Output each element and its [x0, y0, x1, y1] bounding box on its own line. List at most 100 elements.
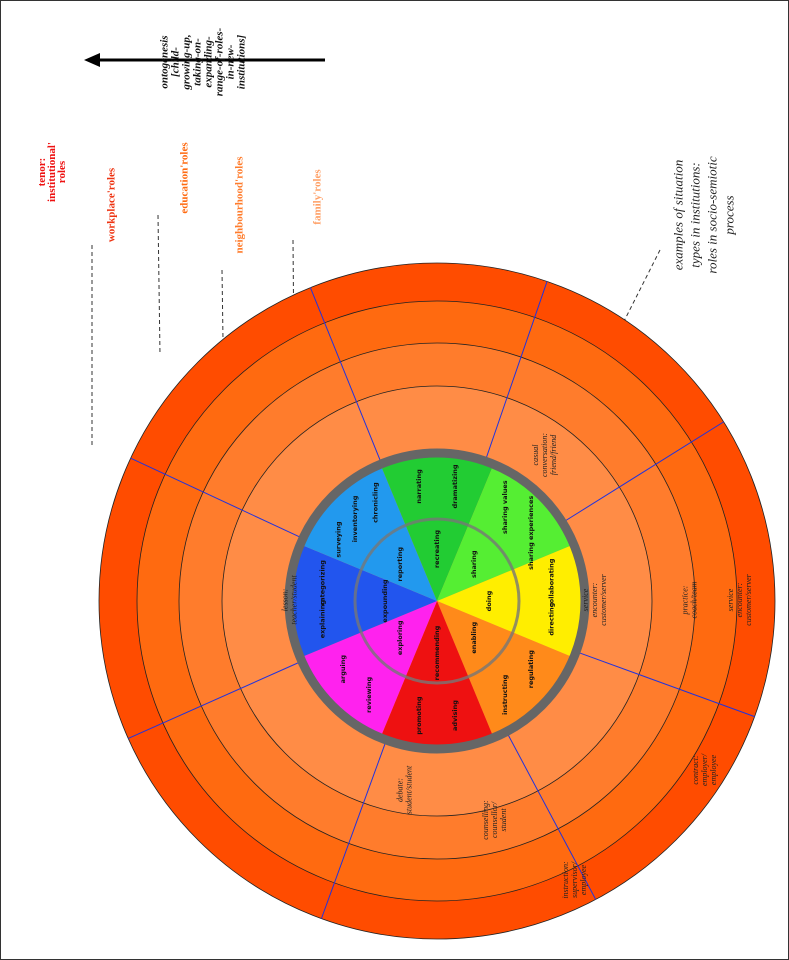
note-label-line: types in institutions: [687, 162, 702, 267]
situation-line: counselling: [481, 800, 490, 840]
note-label-line: roles in socio-semiotic [704, 156, 719, 273]
sector-line [563, 421, 724, 522]
outer-label: narrating [415, 469, 423, 504]
situation-line: service [581, 588, 590, 611]
outer-label: collaborating [548, 558, 556, 607]
sector-line [320, 741, 387, 919]
sector [290, 545, 437, 657]
sector-line [130, 457, 302, 539]
situation-line: debate: [395, 778, 404, 802]
ontogenesis-label-line: growing-up, [180, 34, 192, 90]
situation: serviceencounter:customer/server [581, 573, 608, 625]
situation-line: student/student [404, 765, 413, 814]
situation-line: instruction: [561, 861, 570, 899]
situation: lesson:teacher/student [280, 575, 298, 625]
sector-line [577, 651, 755, 718]
situation-line: employer/ [700, 753, 709, 786]
situation-line: service [726, 588, 735, 611]
situation-line: casual [531, 444, 540, 466]
sector-line [485, 281, 548, 460]
outer-label: dramatizing [451, 464, 459, 508]
ontogenesis-label-line: ontogenesis [158, 35, 170, 88]
situation: serviceencounter:customer/server [726, 573, 753, 625]
tenor-label-line: tenor: [36, 158, 48, 187]
outer-label: chronicling [372, 482, 380, 523]
outer-label: categorizing [318, 560, 326, 606]
situation-line: coach/team [689, 581, 698, 618]
outer-label: instructing [501, 674, 509, 714]
inner-ring [353, 517, 521, 685]
ontogenesis-label-line: in-new- [224, 44, 236, 79]
ring-label: neighbourhood'roles [234, 156, 246, 254]
situation-line: customer/server [744, 573, 753, 625]
tenor-label-line: institutional' [46, 142, 58, 202]
outer-label: explaining [318, 600, 326, 639]
sector [302, 466, 437, 601]
inner-label: recreating [433, 530, 441, 568]
ontogenesis-label-line: institutions] [235, 34, 247, 89]
outer-label: advising [451, 700, 459, 731]
situation: casualconversation:friend/friend [531, 433, 558, 477]
outer-label: reviewing [365, 677, 373, 713]
situation-line: conversation: [540, 433, 549, 477]
inner-label: enabling [470, 622, 478, 654]
inner-label: sharing [470, 550, 478, 578]
outer-label: sharing values [501, 480, 509, 534]
sector [381, 455, 493, 601]
situation: contract:employer/employee [691, 753, 718, 786]
arrow-head [84, 53, 100, 67]
situation-line: contract: [691, 755, 700, 785]
note-label-line: process [721, 195, 736, 235]
ontogenesis-label: ontogenesis[child-growing-up,taking-on-e… [158, 27, 247, 96]
situation: instruction:supervisor/employee [561, 861, 588, 899]
outer-label: directing [548, 602, 556, 635]
inner-label: recommending [433, 625, 441, 680]
situation-line: encounter: [735, 582, 744, 617]
note-label: examples of situation types in institutio… [670, 156, 736, 273]
situation: debate:student/student [395, 765, 413, 814]
situation-line: counsellor/ [490, 801, 499, 838]
ontogenesis-label-line: expanding- [202, 36, 214, 88]
outer-label: surveying [335, 521, 343, 557]
situation-line: lesson: [280, 588, 289, 611]
sector-line [506, 733, 597, 900]
inner-label: exploring [396, 620, 404, 655]
situation-line: friend/friend [549, 434, 558, 475]
inner-label: reporting [396, 547, 404, 582]
situation-line: employee [709, 754, 718, 785]
sector-line [128, 661, 301, 739]
outer-label: arguing [339, 655, 347, 684]
sector [437, 545, 583, 657]
sector-line [309, 287, 382, 463]
sector [302, 601, 437, 736]
ontogenesis-label-line: [child- [169, 47, 181, 77]
situation-line: supervisor/ [570, 861, 579, 898]
situation-line: practice: [680, 585, 689, 615]
situation-line: customer/server [599, 573, 608, 625]
inner-label: doing [485, 590, 493, 611]
ring-label: education'roles [179, 142, 191, 214]
sector [437, 601, 572, 736]
ontogenesis-label-line: range-of-roles- [213, 27, 225, 96]
note-label-line: examples of situation [670, 160, 685, 271]
tenor-label-line: roles [56, 160, 68, 183]
situation: counselling:counsellor/student [481, 800, 508, 840]
outer-label: sharing experiences [527, 496, 535, 570]
sector [381, 601, 493, 747]
situation-line: student [499, 808, 508, 832]
situation-line: employee [579, 864, 588, 895]
ring-label: workplace'roles [106, 167, 118, 242]
outer-label: inventorying [351, 495, 359, 542]
ring-label: family'roles [312, 169, 324, 225]
outer-ring [284, 448, 590, 754]
ontogenesis-label-line: taking-on- [191, 38, 203, 86]
situation-line: teacher/student [289, 575, 298, 625]
tenor-label: tenor:institutional'roles [36, 142, 68, 202]
outer-label: regulating [527, 650, 535, 688]
sector [437, 466, 572, 601]
situation: practice:coach/team [680, 581, 698, 618]
outer-label: promoting [415, 696, 423, 735]
inner-label: expounding [381, 579, 389, 622]
situation-line: encounter: [590, 582, 599, 617]
